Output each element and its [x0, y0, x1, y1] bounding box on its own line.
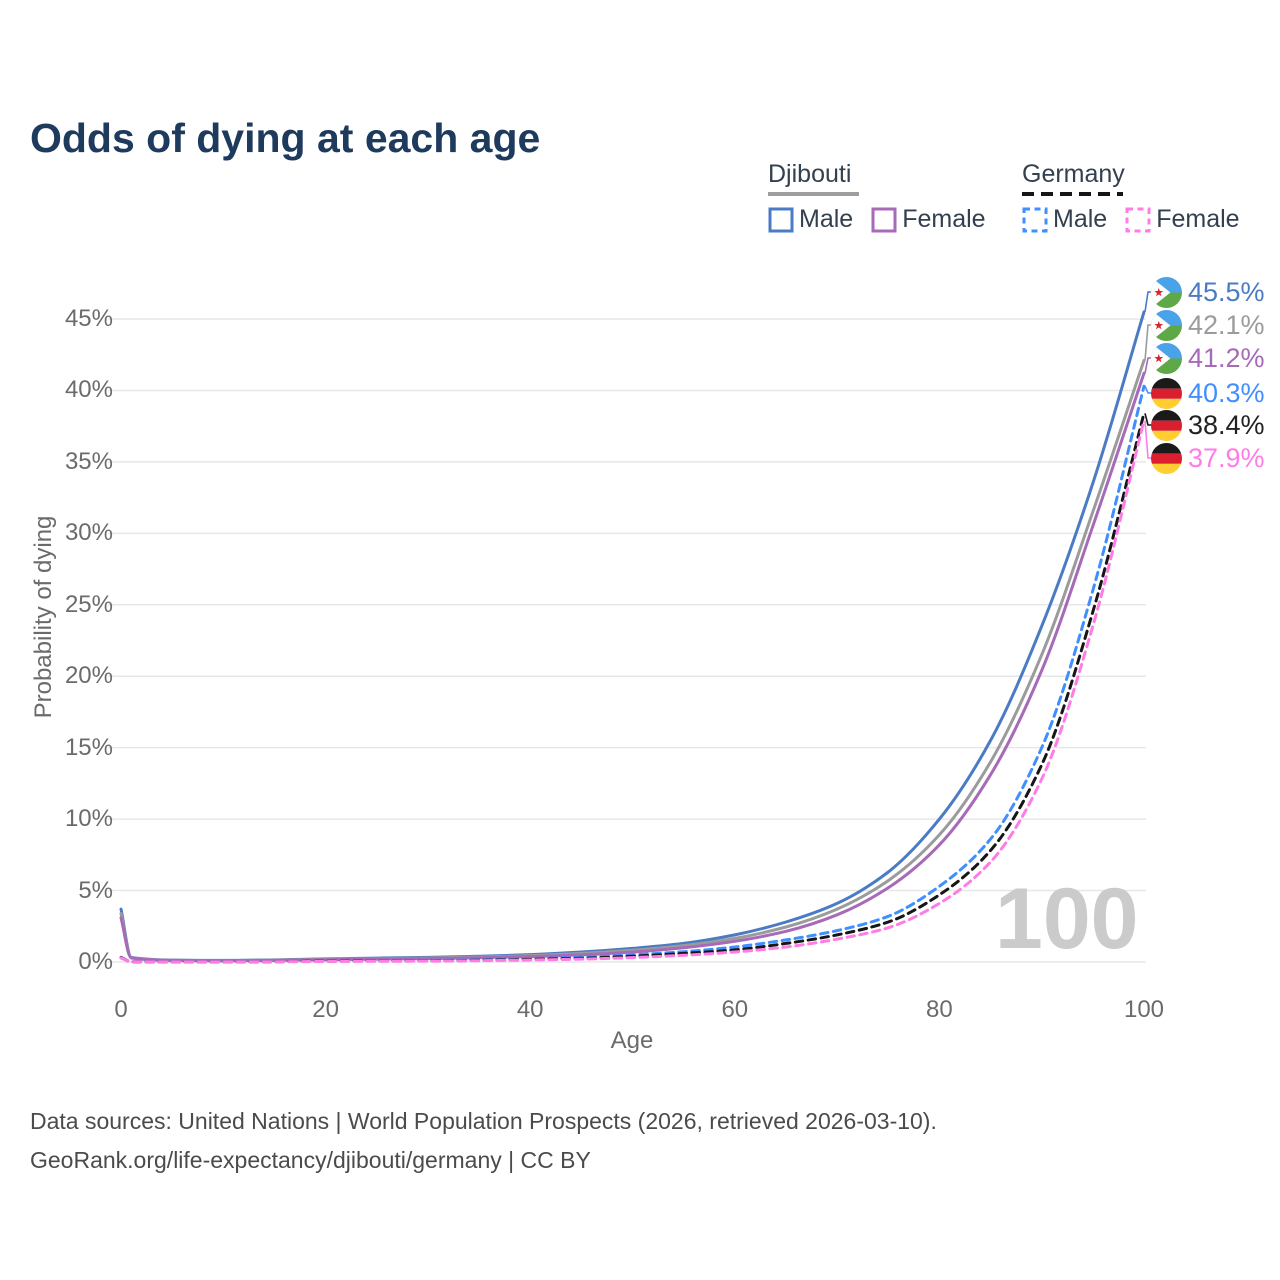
x-tick-label: 80	[926, 996, 953, 1023]
leader-line	[1144, 420, 1152, 459]
legend-item-label: Female	[902, 205, 986, 233]
end-label-value: 42.1%	[1188, 309, 1265, 340]
y-tick-label: 20%	[64, 662, 113, 690]
djibouti-male-swatch-icon	[768, 207, 794, 232]
y-tick-label: 10%	[64, 805, 113, 833]
leader-line	[1144, 357, 1152, 374]
legend-item-label: Female	[1156, 205, 1240, 233]
djibouti-female-swatch-icon	[871, 207, 897, 232]
end-label-djibouti-male: 45.5%	[1151, 275, 1265, 309]
leader-line	[1144, 324, 1152, 361]
y-tick-label: 0%	[78, 948, 113, 975]
x-axis-title: Age	[610, 1027, 654, 1054]
djibouti-flag-icon	[1151, 310, 1182, 341]
y-tick-label: 45%	[64, 305, 113, 332]
legend-item-djibouti-male[interactable]: Male	[768, 205, 853, 234]
germany-male-swatch-icon	[1022, 207, 1048, 232]
y-tick-label: 40%	[64, 376, 113, 404]
legend-item-label: Male	[799, 205, 854, 233]
leader-line	[1144, 413, 1152, 426]
germany-flag-icon	[1151, 410, 1182, 441]
end-label-value: 45.5%	[1188, 276, 1265, 307]
y-tick-label: 30%	[64, 519, 113, 547]
x-tick-label: 60	[721, 996, 749, 1023]
y-tick-label: 5%	[78, 876, 113, 904]
y-tick-label: 35%	[64, 447, 113, 475]
end-label-value: 38.4%	[1188, 409, 1265, 440]
age-watermark: 100	[995, 871, 1139, 967]
end-label-germany: 38.4%	[1151, 408, 1265, 442]
x-tick-label: 0	[114, 996, 128, 1023]
leader-line	[1144, 385, 1152, 394]
legend-germany-label: Germany	[1022, 160, 1125, 188]
germany-flag-icon	[1151, 443, 1182, 474]
series-line-germany-male	[119, 384, 1146, 964]
legend-item-label: Male	[1053, 205, 1108, 233]
end-label-value: 41.2%	[1188, 342, 1265, 373]
legend-germany-line-swatch	[1022, 192, 1123, 196]
end-label-germany-male: 40.3%	[1151, 376, 1265, 410]
y-axis-title: Probability of dying	[30, 515, 57, 719]
legend-djibouti-line-swatch	[768, 192, 859, 196]
germany-flag-icon	[1151, 378, 1182, 409]
leader-line	[1144, 291, 1152, 313]
legend-djibouti-label: Djibouti	[768, 160, 852, 188]
end-label-germany-female: 37.9%	[1151, 441, 1265, 475]
legend-group-germany: Germany Male Female	[1022, 160, 1240, 234]
djibouti-flag-icon	[1151, 343, 1182, 374]
x-tick-label: 40	[516, 996, 544, 1023]
data-sources-text: Data sources: United Nations | World Pop…	[30, 1108, 937, 1134]
legend-item-germany-male[interactable]: Male	[1022, 205, 1107, 234]
end-label-djibouti: 42.1%	[1151, 308, 1265, 342]
end-label-djibouti-female: 41.2%	[1151, 341, 1265, 375]
y-tick-label: 25%	[64, 590, 113, 618]
legend-item-germany-female[interactable]: Female	[1125, 205, 1240, 234]
x-tick-label: 20	[312, 996, 339, 1023]
end-label-value: 40.3%	[1188, 377, 1265, 408]
germany-female-swatch-icon	[1125, 207, 1151, 232]
page-title: Odds of dying at each age	[30, 115, 541, 162]
legend-item-djibouti-female[interactable]: Female	[871, 205, 986, 234]
djibouti-flag-icon	[1151, 277, 1182, 308]
series-line-germany-female	[119, 419, 1146, 964]
x-tick-label: 100	[1123, 996, 1165, 1023]
y-tick-label: 15%	[64, 733, 113, 761]
series-line-germany	[119, 411, 1146, 964]
end-label-value: 37.9%	[1188, 442, 1265, 473]
series-line-djibouti	[119, 358, 1146, 963]
attribution-link-text[interactable]: GeoRank.org/life-expectancy/djibouti/ger…	[30, 1147, 591, 1173]
legend-group-djibouti: Djibouti Male Female	[768, 160, 986, 234]
